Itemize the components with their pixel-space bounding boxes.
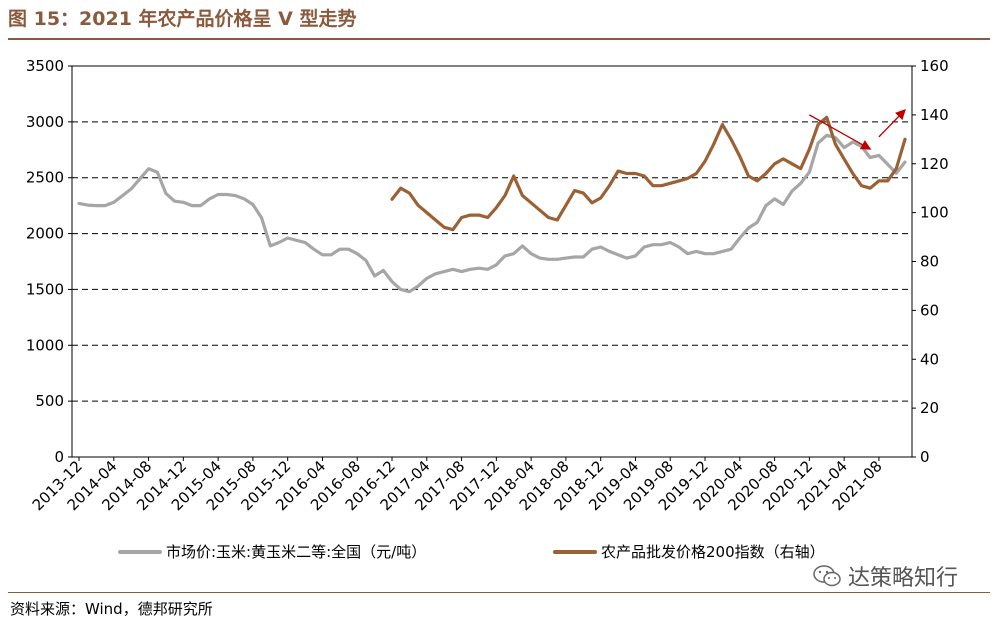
trend-arrow-2	[878, 109, 906, 138]
trend-arrow-1	[809, 114, 872, 150]
series-layer	[77, 115, 907, 294]
wechat-icon	[813, 565, 841, 587]
left-axis-tick-label: 2500	[26, 169, 64, 187]
left-axis-tick-label: 0	[54, 448, 64, 466]
left-axis-tick-label: 3000	[26, 113, 64, 131]
right-axis-tick-label: 80	[920, 253, 939, 271]
watermark-text: 达策略知行	[848, 566, 959, 591]
legend-label-2: 农产品批发价格200指数（右轴）	[601, 543, 825, 561]
axes-layer: 0 500 1000 1500 2000 2500 3000 3500 0 20 40 60 80 100…	[26, 57, 949, 514]
right-axis-tick-label: 40	[920, 350, 939, 368]
right-axis-tick-label: 120	[920, 155, 949, 173]
left-axis-tick-label: 500	[35, 392, 64, 410]
left-axis-tick-label: 1000	[26, 336, 64, 354]
series-line-2	[390, 115, 907, 232]
right-axis-tick-label: 20	[920, 399, 939, 417]
figure-title: 图 15：2021 年农产品价格呈 V 型走势	[8, 8, 357, 30]
left-axis-tick-label: 2000	[26, 225, 64, 243]
watermark: 达策略知行	[812, 560, 958, 592]
annotation-layer	[809, 109, 906, 150]
grid-layer	[72, 121, 912, 402]
right-axis-tick-label: 60	[920, 301, 939, 319]
plot-frame	[71, 65, 913, 458]
right-axis-tick-label: 160	[920, 57, 949, 75]
right-axis-tick-label: 0	[920, 448, 930, 466]
left-axis-tick-label: 3500	[26, 57, 64, 75]
series-line-1	[77, 133, 907, 294]
source-note: 资料来源：Wind，德邦研究所	[10, 600, 213, 618]
right-axis-tick-label: 140	[920, 106, 949, 124]
left-axis-tick-label: 1500	[26, 280, 64, 298]
source-rule	[8, 592, 990, 593]
right-axis-tick-label: 100	[920, 204, 949, 222]
title-rule	[8, 38, 990, 40]
legend-label-1: 市场价:玉米:黄玉米二等:全国（元/吨）	[166, 543, 426, 561]
legend: 市场价:玉米:黄玉米二等:全国（元/吨） 农产品批发价格200指数（右轴）	[118, 543, 825, 561]
